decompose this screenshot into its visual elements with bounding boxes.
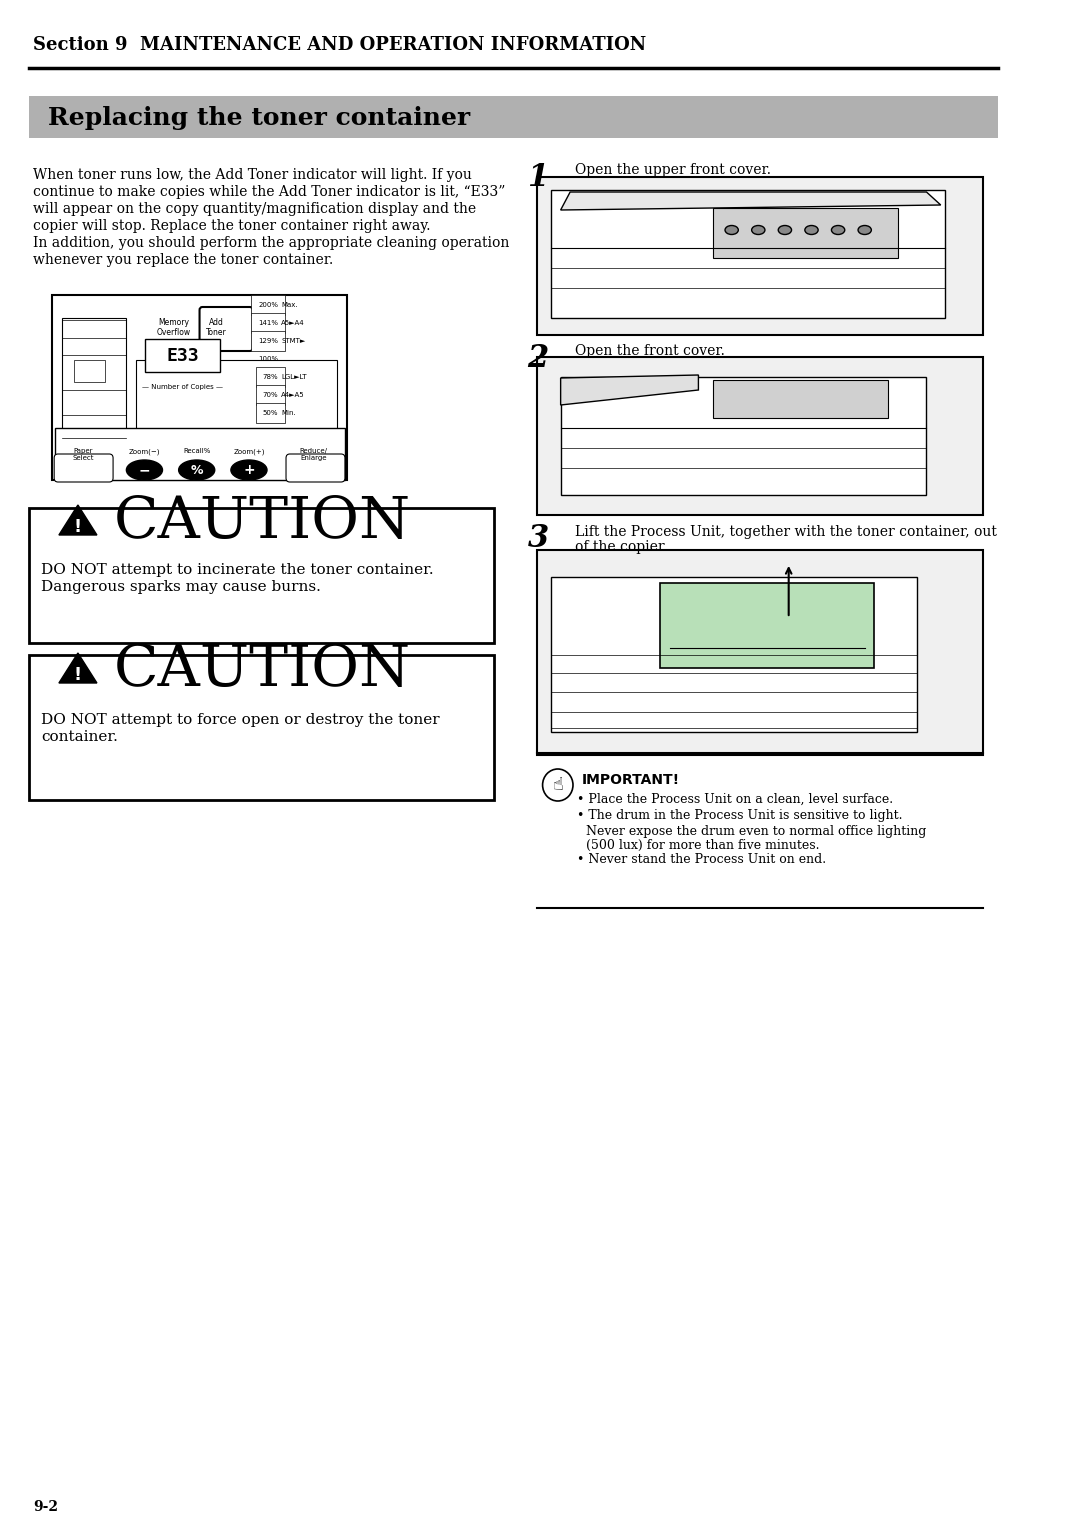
Text: will appear on the copy quantity/magnification display and the: will appear on the copy quantity/magnifi…: [33, 202, 476, 215]
Text: !: !: [73, 518, 82, 536]
FancyBboxPatch shape: [28, 96, 998, 138]
Text: Open the upper front cover.: Open the upper front cover.: [575, 163, 771, 177]
Text: 141%: 141%: [258, 319, 279, 325]
Text: STMT►: STMT►: [281, 338, 306, 344]
Circle shape: [542, 769, 573, 801]
Text: of the copier.: of the copier.: [575, 539, 667, 555]
Text: 1: 1: [527, 162, 549, 193]
FancyBboxPatch shape: [62, 318, 126, 468]
Text: — Number of Copies —: — Number of Copies —: [141, 384, 222, 390]
Ellipse shape: [752, 226, 765, 234]
FancyBboxPatch shape: [713, 380, 889, 419]
Text: 2: 2: [527, 342, 549, 374]
Text: In addition, you should perform the appropriate cleaning operation: In addition, you should perform the appr…: [33, 235, 510, 251]
Text: %: %: [190, 463, 203, 477]
Polygon shape: [561, 374, 699, 405]
Ellipse shape: [178, 460, 215, 480]
Polygon shape: [59, 652, 97, 683]
Ellipse shape: [126, 460, 162, 480]
Text: container.: container.: [41, 730, 118, 744]
FancyBboxPatch shape: [537, 358, 984, 515]
Text: Open the front cover.: Open the front cover.: [575, 344, 725, 358]
FancyBboxPatch shape: [286, 454, 345, 481]
Ellipse shape: [858, 226, 872, 234]
Text: Lift the Process Unit, together with the toner container, out: Lift the Process Unit, together with the…: [575, 526, 997, 539]
Text: Zoom(−): Zoom(−): [129, 448, 160, 454]
FancyBboxPatch shape: [52, 295, 347, 480]
Ellipse shape: [779, 226, 792, 234]
Text: • Never stand the Process Unit on end.: • Never stand the Process Unit on end.: [577, 853, 826, 866]
Text: Dangerous sparks may cause burns.: Dangerous sparks may cause burns.: [41, 581, 321, 594]
Text: CAUTION: CAUTION: [114, 494, 411, 550]
FancyBboxPatch shape: [537, 177, 984, 335]
FancyBboxPatch shape: [75, 361, 105, 382]
Ellipse shape: [725, 226, 739, 234]
Text: Reduce/
Enlarge: Reduce/ Enlarge: [299, 448, 327, 461]
Text: copier will stop. Replace the toner container right away.: copier will stop. Replace the toner cont…: [33, 219, 431, 232]
Text: CAUTION: CAUTION: [114, 642, 411, 698]
Text: E33: E33: [166, 347, 199, 365]
Text: Min.: Min.: [281, 410, 296, 416]
Polygon shape: [561, 193, 941, 209]
Text: • The drum in the Process Unit is sensitive to light.: • The drum in the Process Unit is sensit…: [577, 808, 902, 822]
FancyBboxPatch shape: [551, 578, 917, 732]
FancyBboxPatch shape: [28, 507, 495, 643]
FancyBboxPatch shape: [551, 189, 945, 318]
Text: whenever you replace the toner container.: whenever you replace the toner container…: [33, 254, 334, 267]
FancyBboxPatch shape: [28, 656, 495, 801]
Text: +: +: [243, 463, 255, 477]
Text: 50%: 50%: [262, 410, 279, 416]
Text: 9-2: 9-2: [33, 1500, 58, 1514]
Text: DO NOT attempt to force open or destroy the toner: DO NOT attempt to force open or destroy …: [41, 714, 440, 727]
Text: Memory
Overflow: Memory Overflow: [157, 318, 191, 338]
Text: DO NOT attempt to incinerate the toner container.: DO NOT attempt to incinerate the toner c…: [41, 562, 433, 578]
Text: Never expose the drum even to normal office lighting: Never expose the drum even to normal off…: [586, 825, 927, 837]
Text: LGL►LT: LGL►LT: [281, 374, 307, 380]
Text: 78%: 78%: [262, 374, 279, 380]
FancyBboxPatch shape: [200, 307, 253, 351]
Ellipse shape: [231, 460, 267, 480]
FancyBboxPatch shape: [55, 428, 345, 480]
Text: Paper
Select: Paper Select: [72, 448, 94, 461]
Text: 100%: 100%: [258, 356, 279, 362]
Ellipse shape: [805, 226, 819, 234]
Text: ☝: ☝: [552, 776, 564, 795]
FancyBboxPatch shape: [561, 377, 927, 495]
Text: (500 lux) for more than five minutes.: (500 lux) for more than five minutes.: [586, 839, 820, 853]
FancyBboxPatch shape: [146, 339, 219, 371]
FancyBboxPatch shape: [54, 454, 113, 481]
FancyBboxPatch shape: [660, 584, 874, 668]
Text: 70%: 70%: [262, 393, 279, 397]
Text: 3: 3: [527, 523, 549, 555]
Text: Replacing the toner container: Replacing the toner container: [48, 105, 470, 130]
FancyBboxPatch shape: [713, 208, 897, 258]
Ellipse shape: [832, 226, 845, 234]
Text: −: −: [138, 463, 150, 477]
Text: • Place the Process Unit on a clean, level surface.: • Place the Process Unit on a clean, lev…: [577, 793, 893, 805]
Text: Section 9  MAINTENANCE AND OPERATION INFORMATION: Section 9 MAINTENANCE AND OPERATION INFO…: [33, 37, 647, 53]
Text: When toner runs low, the Add Toner indicator will light. If you: When toner runs low, the Add Toner indic…: [33, 168, 472, 182]
Text: Max.: Max.: [281, 303, 298, 309]
Text: 200%: 200%: [258, 303, 279, 309]
Text: A5►A4: A5►A4: [281, 319, 305, 325]
FancyBboxPatch shape: [537, 550, 984, 755]
FancyBboxPatch shape: [136, 361, 337, 468]
Text: continue to make copies while the Add Toner indicator is lit, “E33”: continue to make copies while the Add To…: [33, 185, 505, 199]
Text: Zoom(+): Zoom(+): [233, 448, 265, 454]
Text: A4►A5: A4►A5: [281, 393, 305, 397]
Polygon shape: [59, 504, 97, 535]
Text: IMPORTANT!: IMPORTANT!: [581, 773, 679, 787]
Text: 129%: 129%: [258, 338, 279, 344]
Text: Recall%: Recall%: [183, 448, 211, 454]
Text: !: !: [73, 666, 82, 685]
Text: Add
Toner: Add Toner: [206, 318, 227, 338]
